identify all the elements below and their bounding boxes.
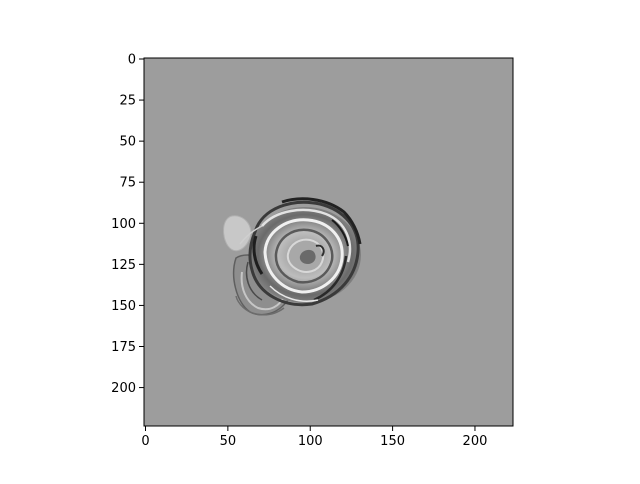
x-tick-label: 100 [298,434,323,449]
y-tick-label: 125 [111,258,136,273]
x-tick-label: 50 [220,434,237,449]
y-tick-label: 0 [128,53,136,68]
y-tick-label: 50 [119,135,136,150]
y-tick-label: 75 [119,176,136,191]
y-tick-label: 200 [111,381,136,396]
y-tick-label: 25 [119,94,136,109]
y-tick-label: 150 [111,299,136,314]
x-tick-label: 200 [463,434,488,449]
x-axis-ticks: 0 50 100 150 200 [141,426,487,449]
y-tick-label: 175 [111,340,136,355]
x-tick-label: 150 [380,434,405,449]
x-tick-label: 0 [141,434,149,449]
axes-frame [143,57,514,427]
y-axis-ticks: 0 25 50 75 100 125 150 175 200 [111,53,144,396]
y-tick-label: 100 [111,217,136,232]
rose-swirl-image [223,197,362,316]
